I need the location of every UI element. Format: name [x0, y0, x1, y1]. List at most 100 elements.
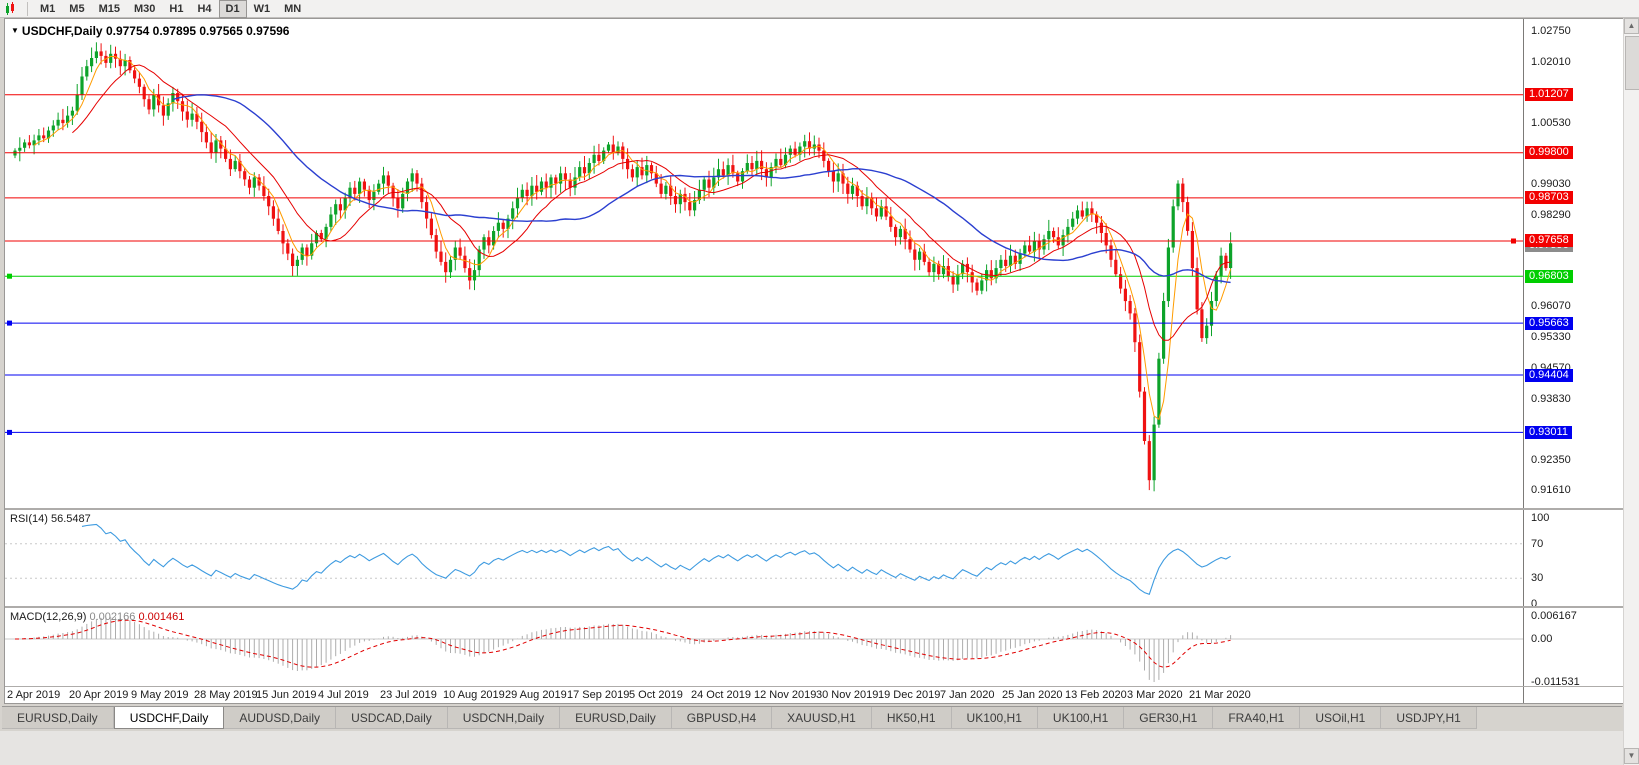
chart-tab-uk100-h1-10[interactable]: UK100,H1	[1037, 707, 1125, 729]
horizontal-line[interactable]	[5, 238, 1523, 244]
rsi-name: RSI(14)	[10, 513, 48, 525]
price-tick-label: 0.91610	[1531, 484, 1571, 496]
macd-histogram	[19, 617, 1232, 682]
date-tick-label: 28 May 2019	[194, 689, 258, 701]
chart-tab-usdchf-daily-1[interactable]: USDCHF,Daily	[113, 707, 225, 729]
rsi-indicator-label: RSI(14) 56.5487	[10, 513, 91, 525]
candlestick-series[interactable]	[13, 42, 1233, 492]
date-tick-label: 12 Nov 2019	[754, 689, 817, 701]
horizontal-line[interactable]	[5, 273, 1523, 279]
chart-tab-eurusd-daily-5[interactable]: EURUSD,Daily	[560, 707, 672, 729]
line-handle[interactable]	[7, 273, 12, 279]
date-tick-label: 21 Mar 2020	[1189, 689, 1251, 701]
price-tick-label: 1.02010	[1531, 56, 1571, 68]
chart-tab-usdjpy-h1-14[interactable]: USDJPY,H1	[1381, 707, 1477, 729]
timeframe-buttons: M1 M5 M15 M30 H1 H4 D1 W1 MN	[33, 0, 308, 18]
chart-tab-usdcnh-daily-4[interactable]: USDCNH,Daily	[447, 707, 561, 729]
date-axis: 2 Apr 2019 20 Apr 2019 9 May 2019 28 May 20…	[5, 687, 1523, 703]
rsi-value: 56.5487	[50, 513, 91, 525]
line-handle[interactable]	[1511, 238, 1516, 244]
toolbar-separator	[27, 1, 28, 16]
chart-tab-usoil-h1-13[interactable]: USOil,H1	[1300, 707, 1382, 729]
horizontal-line[interactable]	[5, 320, 1523, 326]
macd-main-value: 0.002166	[89, 611, 136, 623]
timeframe-toolbar: M1 M5 M15 M30 H1 H4 D1 W1 MN	[0, 0, 1639, 18]
rsi-tick-label: 70	[1531, 538, 1544, 550]
chart-ohlc-values: 0.97754 0.97895 0.97565 0.97596	[105, 24, 290, 38]
macd-signal-line	[15, 619, 1231, 668]
timeframe-button-m5[interactable]: M5	[69, 2, 85, 15]
date-tick-label: 30 Nov 2019	[816, 689, 879, 701]
horizontal-line[interactable]	[5, 429, 1523, 435]
chart-tab-ger30-h1-11[interactable]: GER30,H1	[1124, 707, 1214, 729]
level-price-label: 0.93011	[1525, 426, 1572, 439]
rsi-tick-label: 100	[1531, 512, 1550, 524]
timeframe-button-m15[interactable]: M15	[98, 2, 120, 15]
chart-tab-fra40-h1-12[interactable]: FRA40,H1	[1213, 707, 1301, 729]
timeframe-button-w1[interactable]: W1	[253, 2, 271, 15]
macd-indicator-label: MACD(12,26,9) 0.002166 0.001461	[10, 611, 184, 623]
timeframe-button-m1[interactable]: M1	[40, 2, 56, 15]
date-tick-label: 2 Apr 2019	[7, 689, 61, 701]
bottom-strip	[0, 731, 1639, 765]
chart-tab-eurusd-daily-0[interactable]: EURUSD,Daily	[2, 707, 114, 729]
date-tick-label: 9 May 2019	[131, 689, 189, 701]
scroll-up-button[interactable]: ▲	[1624, 18, 1639, 34]
date-tick-label: 29 Aug 2019	[505, 689, 567, 701]
date-tick-label: 3 Mar 2020	[1127, 689, 1183, 701]
price-tick-label: 1.02750	[1531, 25, 1571, 37]
timeframe-button-m30[interactable]: M30	[133, 2, 156, 15]
chart-tab-audusd-daily-2[interactable]: AUDUSD,Daily	[224, 707, 337, 729]
macd-tick-label: 0.006167	[1531, 610, 1577, 622]
price-tick-label: 0.98290	[1531, 209, 1571, 221]
price-tick-label: 0.93830	[1531, 393, 1571, 405]
vertical-scrollbar[interactable]: ▲ ▼	[1623, 18, 1639, 765]
chart-marker-icon: ▼	[11, 26, 19, 35]
line-handle[interactable]	[7, 320, 12, 326]
date-tick-label: 24 Oct 2019	[691, 689, 751, 701]
date-tick-label: 19 Dec 2019	[878, 689, 941, 701]
chart-tab-hk50-h1-8[interactable]: HK50,H1	[871, 707, 952, 729]
chart-tab-xauusd-h1-7[interactable]: XAUUSD,H1	[772, 707, 872, 729]
date-tick-label: 13 Feb 2020	[1065, 689, 1127, 701]
price-tick-label: 0.92350	[1531, 454, 1571, 466]
price-tick-label: 0.96070	[1531, 300, 1571, 312]
chart-tab-gbpusd-h4-6[interactable]: GBPUSD,H4	[671, 707, 773, 729]
rsi-line	[81, 523, 1231, 596]
rsi-tick-label: 0	[1531, 598, 1538, 610]
price-tick-label: 0.95330	[1531, 331, 1571, 343]
chart-symbol-period: USDCHF,Daily	[21, 24, 103, 38]
chart-tab-usdcad-daily-3[interactable]: USDCAD,Daily	[336, 707, 448, 729]
date-tick-label: 23 Jul 2019	[380, 689, 437, 701]
level-price-label: 0.98703	[1525, 191, 1573, 204]
timeframe-button-d1[interactable]: D1	[218, 0, 247, 18]
timeframe-button-h4[interactable]: H4	[197, 2, 212, 15]
level-price-label: 0.94404	[1525, 369, 1573, 382]
date-axis-separator	[5, 686, 1623, 687]
level-price-label: 0.96803	[1525, 270, 1573, 283]
macd-tick-label: 0.00	[1531, 633, 1553, 645]
panel-splitter-macd[interactable]	[5, 606, 1623, 608]
chart-tab-bar: EURUSD,Daily USDCHF,Daily AUDUSD,Daily USDC…	[2, 706, 1622, 732]
level-price-label: 0.95663	[1525, 317, 1573, 330]
chart-title: ▼ USDCHF,Daily 0.97754 0.97895 0.97565 0.…	[11, 24, 289, 38]
price-tick-label: 1.00530	[1531, 117, 1571, 129]
chart-type-icon[interactable]	[4, 1, 20, 16]
price-axis: 1.02750 1.02010 1.00530 0.99030 0.98290 0.960…	[1523, 19, 1623, 703]
ma-mid-line	[72, 64, 1231, 341]
date-tick-label: 15 Jun 2019	[256, 689, 317, 701]
chart-canvas[interactable]	[5, 19, 1523, 703]
timeframe-button-mn[interactable]: MN	[284, 2, 302, 15]
timeframe-button-h1[interactable]: H1	[169, 2, 184, 15]
chart-tab-uk100-h1-9[interactable]: UK100,H1	[951, 707, 1038, 729]
rsi-tick-label: 30	[1531, 572, 1544, 584]
panel-splitter-rsi[interactable]	[5, 508, 1623, 510]
ma-slow-line	[172, 94, 1231, 284]
scroll-down-button[interactable]: ▼	[1624, 748, 1639, 764]
scroll-thumb[interactable]	[1625, 36, 1639, 90]
macd-signal-value: 0.001461	[138, 611, 185, 623]
date-tick-label: 10 Aug 2019	[443, 689, 505, 701]
chart-window[interactable]: ▼ USDCHF,Daily 0.97754 0.97895 0.97565 0.…	[4, 18, 1624, 704]
line-handle[interactable]	[7, 429, 12, 435]
